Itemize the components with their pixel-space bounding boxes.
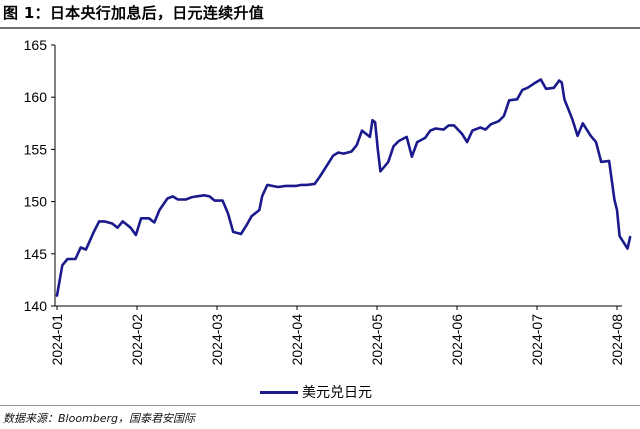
- x-tick-label: 2024-07: [529, 314, 545, 366]
- x-tick-label: 2024-02: [129, 314, 145, 366]
- legend: 美元兑日元: [260, 383, 372, 401]
- x-tick-label: 2024-08: [609, 314, 625, 366]
- source-divider: [0, 405, 640, 406]
- legend-label: 美元兑日元: [302, 385, 372, 401]
- y-tick-label: 145: [24, 246, 48, 262]
- x-tick-label: 2024-06: [449, 314, 465, 366]
- title-divider: [0, 27, 640, 29]
- y-tick-label: 155: [24, 141, 48, 157]
- y-tick-label: 150: [24, 194, 48, 210]
- x-tick-label: 2024-01: [49, 314, 65, 366]
- line-chart: 140 145 150 155 160 165 2024-01 2024-02 2024-03…: [24, 37, 632, 366]
- x-axis: 2024-01 2024-02 2024-03 2024-04 2024-05 2024-…: [49, 305, 625, 366]
- y-tick-label: 165: [24, 37, 48, 53]
- y-tick-label: 160: [24, 89, 48, 105]
- x-tick-label: 2024-05: [369, 314, 385, 366]
- legend-swatch: [260, 390, 298, 394]
- source-note: 数据来源：Bloomberg，国泰君安国际: [3, 412, 196, 425]
- x-tick-label: 2024-03: [209, 314, 225, 366]
- series-layer: [55, 78, 632, 297]
- figure-title: 图 1：日本央行加息后，日元连续升值: [3, 4, 265, 22]
- x-tick-label: 2024-04: [289, 314, 305, 366]
- y-tick-label: 140: [24, 298, 48, 314]
- series-line-usdjpy: [55, 78, 632, 297]
- y-axis: 140 145 150 155 160 165: [24, 37, 56, 314]
